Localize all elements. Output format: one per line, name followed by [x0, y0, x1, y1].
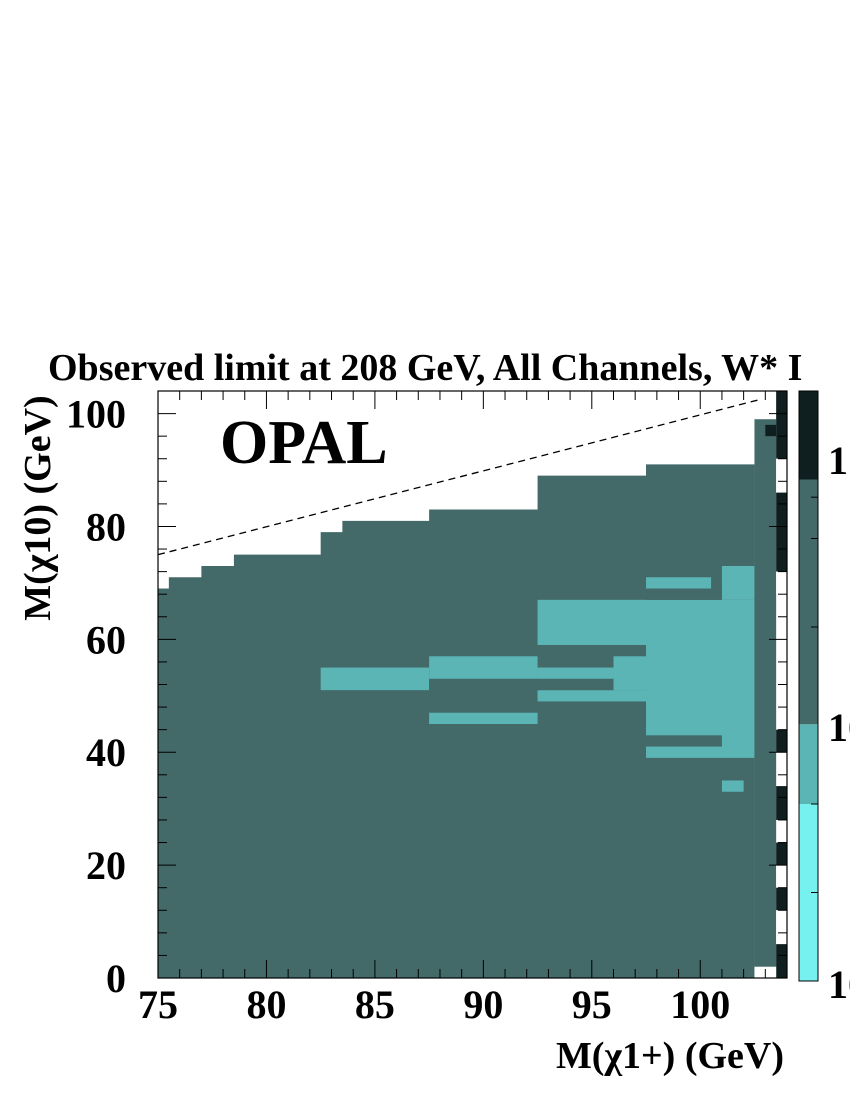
y-axis-label: M(χ10) (GeV) [17, 395, 59, 620]
edge-cell [776, 887, 787, 911]
color-scale-bar: 1 10 10 [798, 390, 850, 1007]
x-axis-label: M(χ1+) (GeV) [556, 1035, 784, 1077]
y-tick-label: 100 [66, 392, 126, 437]
edge-cell [776, 492, 787, 527]
light-cell [429, 712, 538, 725]
colorbar-frame [798, 390, 819, 982]
excluded-column [754, 419, 777, 978]
x-axis-ticks: 75 80 85 90 95 100 [138, 391, 788, 1027]
light-cell [537, 667, 614, 679]
edge-cell [776, 910, 787, 945]
light-cell [429, 656, 538, 679]
x-tick-label: 80 [246, 982, 286, 1027]
colorbar-segment [799, 391, 818, 480]
kinematic-limit-line [157, 398, 763, 556]
x-tick-label: 100 [670, 982, 730, 1027]
edge-cell [776, 944, 787, 978]
colorbar-segment [799, 724, 818, 804]
y-tick-label: 0 [106, 956, 126, 1001]
y-tick-label: 20 [86, 843, 126, 888]
edge-cell [776, 571, 787, 595]
edge-cell [776, 458, 787, 493]
light-cell [537, 690, 647, 702]
dark-cell [429, 678, 614, 691]
x-tick-label: 75 [138, 982, 178, 1027]
edge-cell [776, 786, 787, 820]
y-tick-label: 60 [86, 617, 126, 662]
colorbar-segment [799, 804, 818, 981]
edge-cell [776, 865, 787, 888]
y-axis-ticks: 0 20 40 60 80 100 [66, 390, 787, 1001]
light-cell [721, 780, 744, 792]
light-cell [646, 599, 755, 758]
y-tick-label: 40 [86, 730, 126, 775]
dark-cell [537, 644, 647, 657]
colorbar-label: 10 [828, 705, 850, 750]
edge-cell [776, 729, 787, 753]
light-cell [721, 565, 755, 600]
dark-cell [646, 735, 722, 747]
dark-cell [646, 588, 722, 600]
x-tick-label: 95 [572, 982, 612, 1027]
x-tick-label: 90 [463, 982, 503, 1027]
chart-title: Observed limit at 208 GeV, All Channels,… [48, 347, 802, 389]
colorbar-label: 10 [828, 962, 850, 1007]
light-cell [320, 667, 430, 691]
colorbar-segment [799, 479, 818, 725]
plot-area [157, 390, 788, 979]
y-tick-label: 80 [86, 504, 126, 549]
edge-cell [776, 391, 787, 459]
colorbar-label: 1 [828, 438, 848, 483]
edge-cell [776, 842, 787, 866]
extra-cell [765, 424, 777, 437]
x-tick-label: 85 [355, 982, 395, 1027]
opal-watermark: OPAL [220, 409, 388, 477]
light-cell [537, 599, 647, 645]
light-cell [646, 577, 712, 589]
